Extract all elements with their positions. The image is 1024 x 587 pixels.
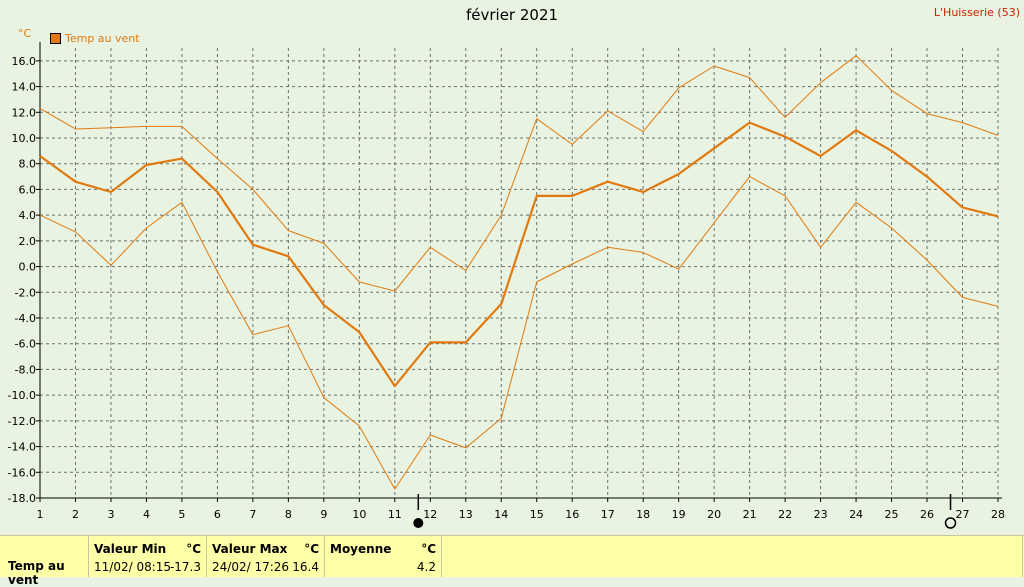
x-tick-label: 24 bbox=[849, 508, 863, 521]
x-tick-label: 18 bbox=[636, 508, 650, 521]
stats-min-unit: °C bbox=[186, 542, 201, 556]
stats-min: Valeur Min °C 11/02/ 08:15 -17.3 bbox=[89, 536, 207, 577]
x-tick-label: 11 bbox=[388, 508, 402, 521]
chart-title: février 2021 bbox=[465, 6, 559, 24]
x-tick-label: 25 bbox=[885, 508, 899, 521]
new-moon-icon bbox=[413, 518, 424, 528]
series-line-min bbox=[39, 176, 999, 490]
station-name: L'Huisserie (53) bbox=[933, 6, 1020, 19]
series-line-mean bbox=[39, 121, 999, 388]
y-tick-label: -8.0 bbox=[15, 363, 36, 376]
x-tick-label: 28 bbox=[991, 508, 1005, 521]
y-tick-label: -18.0 bbox=[8, 492, 36, 505]
stats-max-header: Valeur Max bbox=[212, 542, 288, 556]
legend-swatch bbox=[50, 33, 61, 44]
y-tick-label: -2.0 bbox=[15, 286, 36, 299]
full-moon-icon bbox=[944, 517, 957, 529]
x-tick-label: 23 bbox=[814, 508, 828, 521]
stats-min-header: Valeur Min bbox=[94, 542, 167, 556]
stats-max-value: 16.4 bbox=[292, 560, 319, 574]
temperature-chart: 16.0 14.0 12.0 10.0 8.0 6.0 4.0 2.0 0.0 -2.0 -4.0 -… bbox=[8, 42, 1005, 529]
x-tick-label: 5 bbox=[178, 508, 185, 521]
x-tick-label: 13 bbox=[459, 508, 473, 521]
series-line-max bbox=[39, 55, 999, 292]
y-tick-label: 4.0 bbox=[19, 209, 37, 222]
stats-param-label: Temp au vent bbox=[0, 536, 89, 587]
y-axis-unit: °C bbox=[18, 27, 32, 40]
y-tick-label: -16.0 bbox=[8, 466, 36, 479]
stats-mean: Moyenne °C 4.2 bbox=[325, 536, 442, 577]
x-tick-label: 9 bbox=[320, 508, 327, 521]
stats-mean-unit: °C bbox=[421, 542, 436, 556]
x-tick-label: 3 bbox=[107, 508, 114, 521]
y-tick-label: -14.0 bbox=[8, 441, 36, 454]
stats-max-timestamp: 24/02/ 17:26 bbox=[212, 560, 290, 574]
x-tick-label: 27 bbox=[956, 508, 970, 521]
x-tick-label: 17 bbox=[601, 508, 615, 521]
x-tick-label: 21 bbox=[743, 508, 757, 521]
y-tick-label: -6.0 bbox=[15, 338, 36, 351]
x-tick-label: 15 bbox=[530, 508, 544, 521]
y-tick-label: -12.0 bbox=[8, 415, 36, 428]
x-tick-label: 20 bbox=[707, 508, 721, 521]
x-tick-label: 7 bbox=[249, 508, 256, 521]
stats-empty-area bbox=[442, 536, 1023, 577]
stats-min-timestamp: 11/02/ 08:15 bbox=[94, 560, 172, 574]
y-tick-label: -10.0 bbox=[8, 389, 36, 402]
legend: Temp au vent bbox=[50, 32, 140, 45]
y-tick-label: 8.0 bbox=[19, 158, 37, 171]
stats-mean-header: Moyenne bbox=[330, 542, 392, 556]
x-tick-label: 16 bbox=[565, 508, 579, 521]
stats-max: Valeur Max °C 24/02/ 17:26 16.4 bbox=[207, 536, 325, 577]
y-tick-label: 12.0 bbox=[12, 106, 37, 119]
y-tick-label: 10.0 bbox=[12, 132, 37, 145]
x-tick-label: 22 bbox=[778, 508, 792, 521]
x-tick-label: 26 bbox=[920, 508, 934, 521]
x-tick-label: 2 bbox=[72, 508, 79, 521]
stats-max-unit: °C bbox=[304, 542, 319, 556]
stats-mean-value: 4.2 bbox=[416, 560, 436, 574]
stats-bar: Temp au vent Valeur Min °C 11/02/ 08:15 … bbox=[0, 535, 1024, 587]
x-tick-label: 10 bbox=[352, 508, 366, 521]
y-tick-label: 14.0 bbox=[12, 81, 37, 94]
y-tick-label: 6.0 bbox=[19, 183, 37, 196]
x-tick-label: 4 bbox=[143, 508, 150, 521]
x-tick-label: 6 bbox=[214, 508, 221, 521]
y-tick-label: 16.0 bbox=[12, 55, 37, 68]
x-tick-label: 8 bbox=[285, 508, 292, 521]
legend-label: Temp au vent bbox=[65, 32, 140, 45]
y-tick-label: 2.0 bbox=[19, 235, 37, 248]
y-tick-label: 0.0 bbox=[19, 261, 37, 274]
x-tick-label: 12 bbox=[423, 508, 437, 521]
y-tick-label: -4.0 bbox=[15, 312, 36, 325]
x-tick-label: 14 bbox=[494, 508, 508, 521]
x-tick-label: 1 bbox=[37, 508, 44, 521]
x-tick-label: 19 bbox=[672, 508, 686, 521]
stats-min-value: -17.3 bbox=[169, 560, 201, 574]
